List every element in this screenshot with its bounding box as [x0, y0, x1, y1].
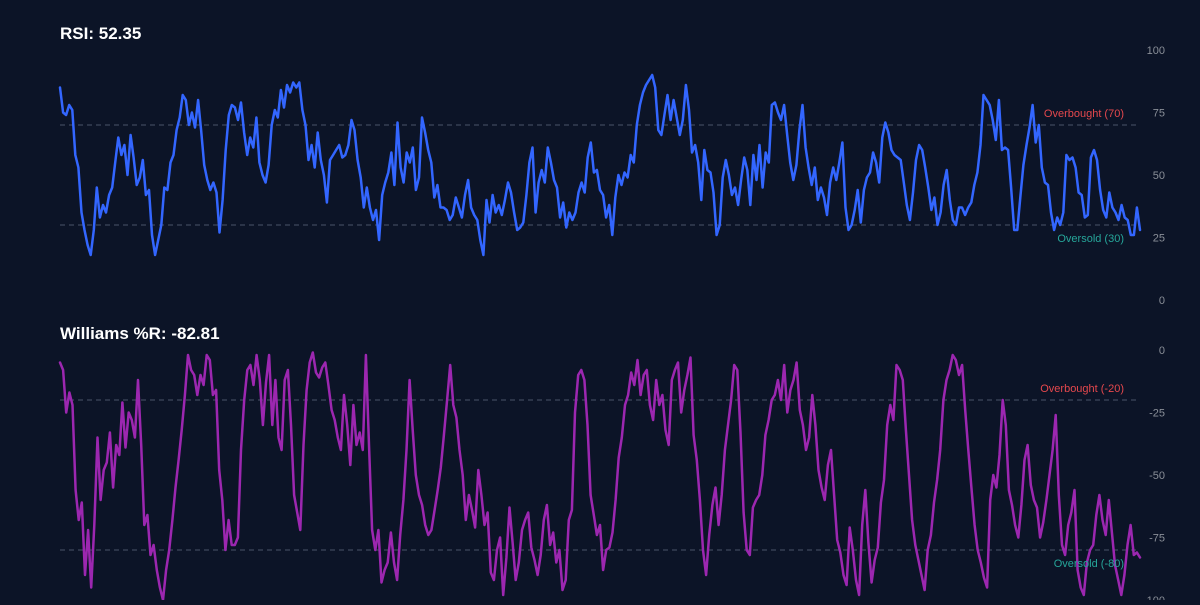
williams-title-label: Williams %R: [60, 324, 167, 343]
williams-y-tick-label: -75 [1149, 533, 1165, 545]
williams-annotation-overbought: Overbought (-20) [1040, 383, 1124, 395]
rsi-title: RSI: 52.35 [60, 24, 141, 44]
rsi-y-tick-label: 25 [1153, 233, 1165, 245]
rsi-current-value: 52.35 [98, 24, 142, 43]
williams-y-tick-label: -25 [1149, 408, 1165, 420]
rsi-series-line-0 [58, 73, 1142, 257]
williams-y-tick-label: 0 [1159, 345, 1165, 357]
rsi-title-label: RSI: [60, 24, 94, 43]
williams-y-tick-label: -50 [1149, 470, 1165, 482]
williams-y-tick-label: -100 [1143, 595, 1165, 600]
rsi-annotation-overbought: Overbought (70) [1044, 108, 1124, 120]
williams-series-line-0 [58, 351, 1142, 602]
williams-current-value: -82.81 [171, 324, 220, 343]
rsi-y-tick-label: 0 [1159, 295, 1165, 307]
williams-title: Williams %R: -82.81 [60, 324, 220, 344]
rsi-y-tick-label: 50 [1153, 170, 1165, 182]
rsi-annotation-oversold: Oversold (30) [1057, 233, 1124, 245]
rsi-y-tick-label: 100 [1147, 45, 1165, 57]
rsi-y-tick-label: 75 [1153, 108, 1165, 120]
williams-annotation-oversold: Oversold (-80) [1054, 558, 1124, 570]
